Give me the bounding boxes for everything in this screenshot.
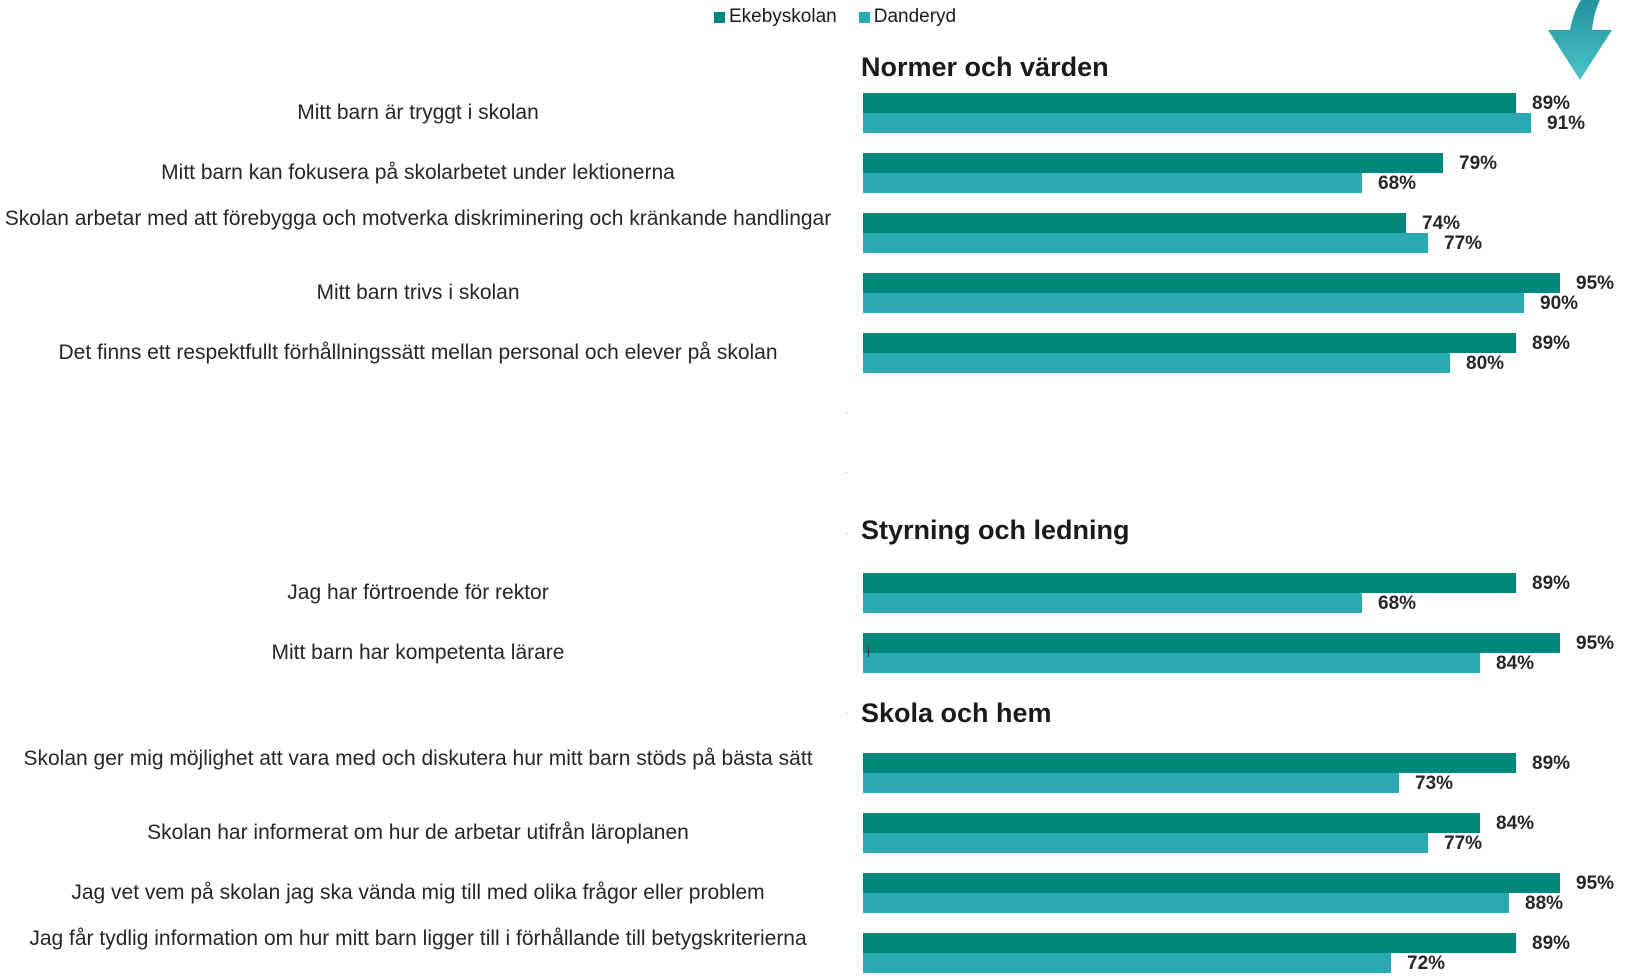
value-label: 89%	[1532, 333, 1571, 354]
value-label: 88%	[1525, 893, 1564, 914]
bar-danderyd	[863, 173, 1362, 193]
text-cursor-mark	[868, 647, 869, 657]
axis-tick	[846, 412, 847, 413]
value-label: 91%	[1547, 113, 1586, 134]
bar-danderyd	[863, 113, 1531, 133]
legend-label-danderyd: Danderyd	[873, 6, 957, 27]
value-label: 72%	[1407, 953, 1446, 974]
axis-tick	[846, 713, 847, 714]
bar-ekebyskolan	[863, 933, 1516, 953]
bar-ekebyskolan	[863, 633, 1560, 653]
bar-ekebyskolan	[863, 93, 1516, 113]
bar-danderyd	[863, 773, 1399, 793]
legend: Ekebyskolan Danderyd	[714, 6, 978, 28]
value-label: 84%	[1496, 813, 1535, 834]
bar-ekebyskolan	[863, 153, 1443, 173]
bar-danderyd	[863, 893, 1509, 913]
bar-danderyd	[863, 593, 1362, 613]
value-label: 95%	[1576, 873, 1615, 894]
legend-item-ekebyskolan: Ekebyskolan	[714, 6, 837, 28]
axis-tick	[846, 533, 847, 534]
section-title: Normer och värden	[861, 52, 1109, 82]
question-label: Mitt barn trivs i skolan	[316, 281, 520, 304]
question-label: Mitt barn kan fokusera på skolarbetet un…	[161, 161, 675, 184]
bar-danderyd	[863, 233, 1428, 253]
value-label: 89%	[1532, 933, 1571, 954]
bar-ekebyskolan	[863, 813, 1480, 833]
value-label: 77%	[1444, 833, 1483, 854]
question-label: Jag får tydlig information om hur mitt b…	[29, 927, 807, 950]
section-title: Skola och hem	[861, 698, 1052, 728]
value-label: 89%	[1532, 93, 1571, 114]
value-label: 89%	[1532, 573, 1571, 594]
value-label: 73%	[1415, 773, 1454, 794]
value-label: 68%	[1378, 593, 1417, 614]
bar-ekebyskolan	[863, 273, 1560, 293]
value-label: 84%	[1496, 653, 1535, 674]
value-label: 74%	[1422, 213, 1461, 234]
bar-ekebyskolan	[863, 213, 1406, 233]
bar-danderyd	[863, 953, 1391, 973]
question-label: Mitt barn har kompetenta lärare	[271, 641, 565, 664]
value-label: 95%	[1576, 273, 1615, 294]
value-label: 89%	[1532, 753, 1571, 774]
bar-ekebyskolan	[863, 333, 1516, 353]
section-title: Styrning och ledning	[861, 515, 1130, 545]
legend-label-ekebyskolan: Ekebyskolan	[729, 6, 837, 27]
bar-danderyd	[863, 833, 1428, 853]
legend-swatch-danderyd	[858, 11, 870, 23]
bar-danderyd	[863, 653, 1480, 673]
question-label: Skolan ger mig möjlighet att vara med oc…	[23, 747, 813, 770]
question-label: Jag vet vem på skolan jag ska vända mig …	[71, 881, 765, 904]
value-label: 77%	[1444, 233, 1483, 254]
value-label: 68%	[1378, 173, 1417, 194]
value-label: 95%	[1576, 633, 1615, 654]
question-label: Mitt barn är tryggt i skolan	[297, 101, 539, 124]
bar-ekebyskolan	[863, 753, 1516, 773]
value-label: 80%	[1466, 353, 1505, 374]
axis-tick	[846, 472, 847, 473]
question-label: Skolan arbetar med att förebygga och mot…	[4, 207, 832, 230]
bar-ekebyskolan	[863, 873, 1560, 893]
question-label: Jag har förtroende för rektor	[287, 581, 549, 604]
legend-swatch-ekebyskolan	[714, 11, 725, 23]
question-label: Det finns ett respektfullt förhållningss…	[58, 341, 778, 364]
value-label: 79%	[1459, 153, 1498, 174]
arrow-down-icon	[1548, 0, 1612, 80]
legend-item-danderyd: Danderyd	[858, 6, 957, 28]
question-label: Skolan har informerat om hur de arbetar …	[147, 821, 689, 844]
value-label: 90%	[1540, 293, 1579, 314]
bar-danderyd	[863, 293, 1524, 313]
bar-ekebyskolan	[863, 573, 1516, 593]
bar-danderyd	[863, 353, 1450, 373]
